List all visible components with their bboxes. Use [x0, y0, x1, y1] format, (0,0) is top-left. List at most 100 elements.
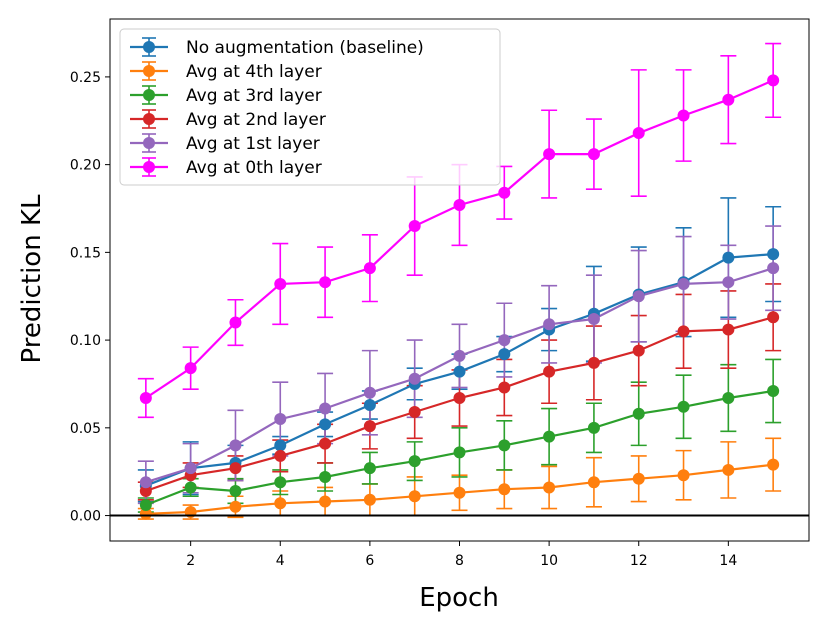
- y-tick-label: 0.05: [70, 421, 101, 437]
- data-point: [408, 220, 421, 233]
- data-point: [632, 407, 645, 420]
- data-point: [632, 344, 645, 357]
- data-point: [543, 318, 556, 331]
- data-point: [139, 499, 152, 512]
- data-point: [363, 493, 376, 506]
- y-tick-label: 0.00: [70, 509, 101, 525]
- data-point: [274, 497, 287, 510]
- data-point: [363, 262, 376, 275]
- data-point: [139, 476, 152, 489]
- legend-marker: [143, 161, 155, 173]
- data-point: [319, 276, 332, 289]
- legend-label: Avg at 3rd layer: [186, 86, 322, 106]
- x-axis-ticks: 2 4 6 8 10 12 14: [186, 541, 737, 569]
- data-point: [587, 313, 600, 326]
- legend-label: No augmentation (baseline): [186, 38, 424, 58]
- data-point: [543, 365, 556, 378]
- data-point: [363, 399, 376, 412]
- x-tick-label: 2: [186, 553, 195, 569]
- data-point: [722, 276, 735, 289]
- legend-label: Avg at 1st layer: [186, 134, 320, 154]
- data-point: [498, 348, 511, 361]
- data-point: [363, 420, 376, 433]
- data-point: [274, 413, 287, 426]
- data-point: [453, 198, 466, 211]
- data-point: [498, 186, 511, 199]
- data-point: [722, 463, 735, 476]
- x-tick-label: 8: [455, 553, 464, 569]
- data-point: [453, 446, 466, 459]
- data-point: [229, 439, 242, 452]
- data-point: [587, 148, 600, 161]
- data-point: [408, 372, 421, 385]
- data-point: [543, 481, 556, 494]
- data-point: [184, 481, 197, 494]
- y-tick-label: 0.25: [70, 70, 101, 86]
- data-point: [587, 476, 600, 489]
- x-tick-label: 14: [719, 553, 737, 569]
- y-tick-label: 0.20: [70, 158, 101, 174]
- data-point: [274, 277, 287, 290]
- data-point: [139, 507, 152, 520]
- data-point: [767, 458, 780, 471]
- data-point: [722, 93, 735, 106]
- data-point: [498, 334, 511, 347]
- data-point: [498, 483, 511, 496]
- data-point: [632, 127, 645, 140]
- data-point: [543, 148, 556, 161]
- data-point: [498, 381, 511, 394]
- data-point: [319, 418, 332, 431]
- data-point: [319, 437, 332, 450]
- data-point: [139, 484, 152, 497]
- data-point: [184, 462, 197, 475]
- x-tick-label: 12: [630, 553, 648, 569]
- data-point: [722, 251, 735, 264]
- legend-marker: [143, 89, 155, 101]
- legend-marker: [143, 113, 155, 125]
- data-point: [229, 462, 242, 475]
- data-point: [453, 391, 466, 404]
- legend-label: Avg at 2nd layer: [186, 110, 326, 130]
- x-tick-label: 4: [276, 553, 285, 569]
- data-point: [677, 109, 690, 122]
- data-point: [274, 449, 287, 462]
- data-point: [677, 400, 690, 413]
- data-point: [229, 484, 242, 497]
- data-point: [319, 402, 332, 415]
- data-point: [767, 384, 780, 397]
- data-point: [543, 430, 556, 443]
- data-point: [408, 406, 421, 419]
- y-axis-label: Prediction KL: [17, 194, 47, 363]
- data-point: [632, 472, 645, 485]
- data-point: [677, 469, 690, 482]
- data-point: [363, 462, 376, 475]
- data-point: [677, 325, 690, 338]
- data-point: [363, 386, 376, 399]
- data-point: [229, 316, 242, 329]
- data-point: [408, 490, 421, 503]
- data-point: [587, 421, 600, 434]
- legend-label: Avg at 4th layer: [186, 62, 322, 82]
- data-point: [229, 500, 242, 513]
- data-point: [184, 362, 197, 375]
- data-point: [767, 311, 780, 324]
- data-point: [274, 439, 287, 452]
- data-point: [632, 290, 645, 303]
- x-tick-label: 10: [540, 553, 558, 569]
- data-point: [498, 439, 511, 452]
- data-point: [587, 356, 600, 369]
- data-point: [453, 365, 466, 378]
- data-point: [767, 248, 780, 261]
- y-tick-label: 0.10: [70, 333, 101, 349]
- legend-box: [119, 28, 501, 186]
- data-point: [139, 391, 152, 404]
- data-point: [453, 349, 466, 362]
- x-tick-label: 6: [365, 553, 374, 569]
- data-point: [274, 476, 287, 489]
- data-point: [408, 455, 421, 468]
- legend-marker: [143, 137, 155, 149]
- y-tick-label: 0.15: [70, 245, 101, 261]
- legend-marker: [143, 65, 155, 77]
- data-point: [722, 391, 735, 404]
